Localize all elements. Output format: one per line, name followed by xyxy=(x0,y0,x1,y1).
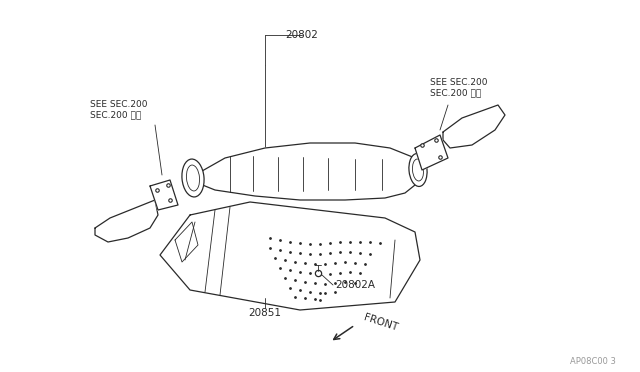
Text: 20802A: 20802A xyxy=(335,280,375,290)
Text: FRONT: FRONT xyxy=(362,313,399,333)
Text: SEE SEC.200
SEC.200 参照: SEE SEC.200 SEC.200 参照 xyxy=(90,100,147,120)
Polygon shape xyxy=(95,200,158,242)
Text: 20802: 20802 xyxy=(285,30,319,40)
Polygon shape xyxy=(415,135,448,170)
Text: AP08C00 3: AP08C00 3 xyxy=(570,357,616,366)
Text: SEE SEC.200
SEC.200 参照: SEE SEC.200 SEC.200 参照 xyxy=(430,78,488,98)
Polygon shape xyxy=(443,105,505,148)
Ellipse shape xyxy=(409,154,427,186)
Ellipse shape xyxy=(182,159,204,197)
Text: 20851: 20851 xyxy=(248,308,282,318)
Polygon shape xyxy=(160,202,420,310)
Polygon shape xyxy=(150,180,178,210)
Polygon shape xyxy=(185,143,420,200)
